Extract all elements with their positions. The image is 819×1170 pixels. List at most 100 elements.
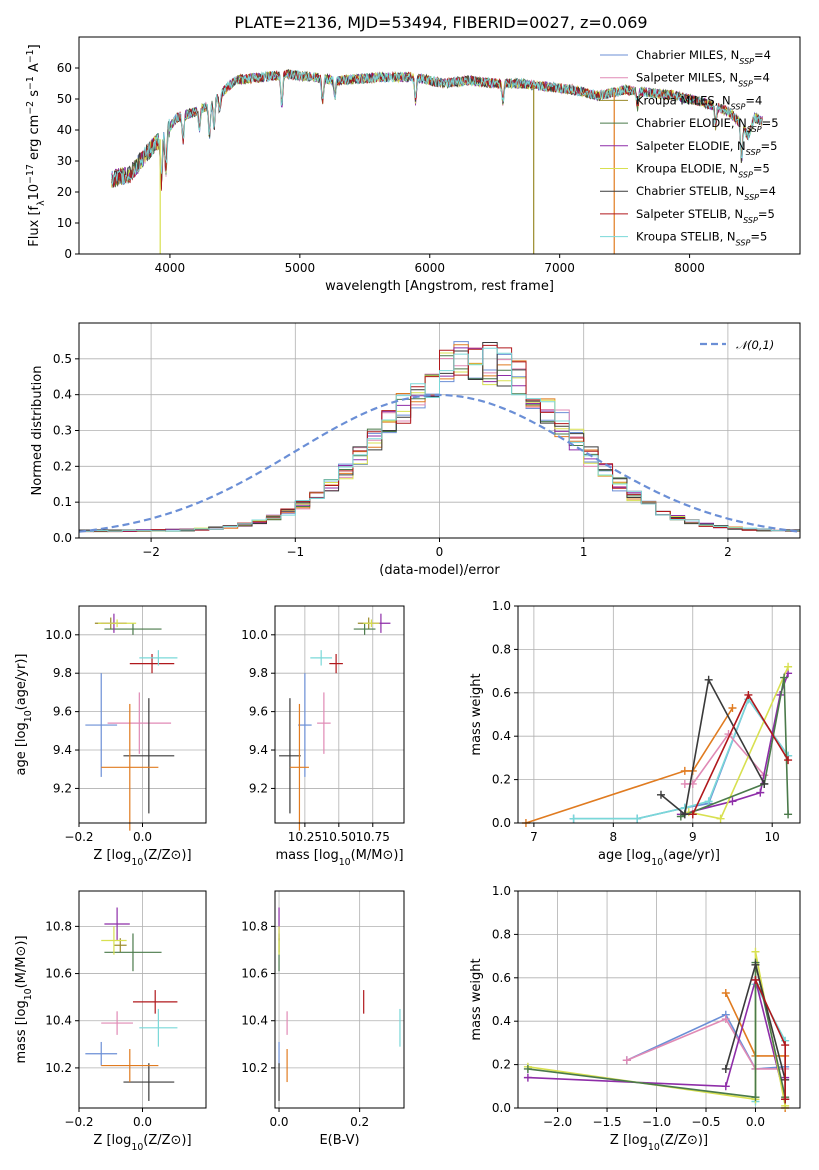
legend-label: Salpeter MILES, NSSP=4 xyxy=(636,71,770,89)
legend-label: 𝒩(0,1) xyxy=(736,338,774,352)
x-tick-label: −0.5 xyxy=(691,1115,720,1129)
weight-marker xyxy=(704,675,713,684)
weight-marker xyxy=(728,703,737,712)
weight-marker xyxy=(756,788,765,797)
x-tick-label: 0.0 xyxy=(133,1115,152,1129)
x-tick-label: 6000 xyxy=(414,261,445,275)
x-tick-label: 0.2 xyxy=(350,1115,369,1129)
x-tick-label: −0.2 xyxy=(64,830,93,844)
x-tick-label: 0.0 xyxy=(746,1115,765,1129)
weight-marker xyxy=(680,766,689,775)
mass_vs_ebv-panel: 0.0 0.2 10.2 10.4 10.6 10.8 E(B-V) xyxy=(241,890,405,1148)
y-tick-label: 10.6 xyxy=(241,967,268,981)
x-tick-label: −0.2 xyxy=(64,1115,93,1129)
weight-marker xyxy=(633,814,642,823)
legend-label: Kroupa STELIB, NSSP=5 xyxy=(636,230,767,248)
x-tick-label: 4000 xyxy=(155,261,186,275)
x-tick-label: 10.75 xyxy=(356,830,390,844)
y-tick-label: 10.6 xyxy=(45,967,72,981)
legend-label: Kroupa MILES, NSSP=4 xyxy=(636,93,762,111)
histogram-series xyxy=(79,347,800,538)
weight_vs_Z-panel: −2.0 −1.5 −1.0 −0.5 0.0 0.0 0.2 0.4 0.6 0.8 1.0 Z [… xyxy=(469,884,801,1153)
weight-marker xyxy=(781,1041,790,1050)
residuals-panel: −2 −1 0 1 2 0.0 0.1 0.2 0.3 0.4 0.5 𝒩(0,1) (data-mod… xyxy=(30,322,801,578)
x-tick-label: 0 xyxy=(436,545,444,559)
y-axis-label: Flux [fλ10−17 erg cm−2 s−1 A−1] xyxy=(25,44,47,246)
x-axis-label: Z [log10(Z/Z⊙)] xyxy=(93,848,191,868)
x-axis-label: Z [log10(Z/Z⊙)] xyxy=(93,1133,191,1153)
y-axis-label: mass weight xyxy=(469,673,484,755)
axes-frame xyxy=(274,890,405,1109)
axes-frame xyxy=(78,322,801,539)
y-tick-label: 0.6 xyxy=(492,686,511,700)
x-tick-label: 10 xyxy=(765,830,780,844)
weight-line xyxy=(525,707,734,824)
x-tick-label: −2 xyxy=(142,545,160,559)
x-axis-label: mass [log10(M/M⊙)] xyxy=(275,848,403,868)
y-tick-label: 10.0 xyxy=(241,628,268,642)
weight-marker xyxy=(523,1073,532,1082)
weight-marker xyxy=(721,988,730,997)
y-tick-label: 9.6 xyxy=(249,705,268,719)
weight-line xyxy=(626,1017,786,1070)
y-tick-label: 0.8 xyxy=(492,642,511,656)
legend-label: Chabrier STELIB, NSSP=4 xyxy=(636,184,776,202)
y-tick-label: 0.4 xyxy=(492,1014,511,1028)
weight-marker xyxy=(704,797,713,806)
y-tick-label: 0.8 xyxy=(492,927,511,941)
y-tick-label: 50 xyxy=(57,92,72,106)
x-tick-label: −2.0 xyxy=(543,1115,572,1129)
spectrum-panel: 4000 5000 6000 7000 8000 0 10 20 30 40 50 60 Chabrie… xyxy=(25,36,801,294)
y-axis-label: mass weight xyxy=(469,958,484,1040)
y-tick-label: 0 xyxy=(64,247,72,261)
y-tick-label: 10 xyxy=(57,216,72,230)
y-tick-label: 20 xyxy=(57,185,72,199)
y-tick-label: 0.0 xyxy=(492,816,511,830)
y-tick-label: 9.2 xyxy=(249,781,268,795)
y-axis-label: Normed distribution xyxy=(30,366,45,496)
y-tick-label: 0.4 xyxy=(53,388,72,402)
x-tick-label: 0.0 xyxy=(133,830,152,844)
weight-marker xyxy=(744,690,753,699)
weight-line xyxy=(626,1013,786,1070)
legend-label: Salpeter ELODIE, NSSP=5 xyxy=(636,139,777,157)
weight-marker xyxy=(721,1064,730,1073)
y-tick-label: 10.8 xyxy=(45,919,72,933)
y-axis-label: age [log10(age/yr)] xyxy=(14,654,34,776)
y-tick-label: 9.4 xyxy=(249,743,268,757)
y-tick-label: 9.6 xyxy=(53,705,72,719)
weight-line xyxy=(692,693,789,815)
x-tick-label: 9 xyxy=(689,830,697,844)
y-tick-label: 9.8 xyxy=(53,666,72,680)
weight-line xyxy=(680,677,789,818)
y-tick-label: 10.4 xyxy=(45,1014,72,1028)
y-tick-label: 9.2 xyxy=(53,781,72,795)
weight-marker xyxy=(721,1082,730,1091)
axes-frame xyxy=(78,605,207,824)
y-tick-label: 1.0 xyxy=(492,884,511,898)
y-tick-label: 0.0 xyxy=(492,1101,511,1115)
weight-marker xyxy=(656,790,665,799)
weight-marker xyxy=(784,662,793,671)
y-tick-label: 1.0 xyxy=(492,599,511,613)
x-tick-label: −1 xyxy=(286,545,304,559)
y-tick-label: 0.3 xyxy=(53,424,72,438)
x-axis-label: Z [log10(Z/Z⊙)] xyxy=(610,1133,708,1153)
x-tick-label: 5000 xyxy=(285,261,316,275)
y-tick-label: 40 xyxy=(57,123,72,137)
axes-frame xyxy=(517,890,801,1109)
x-tick-label: 10.50 xyxy=(322,830,356,844)
y-tick-label: 0.5 xyxy=(53,352,72,366)
weight-marker xyxy=(784,810,793,819)
axes-frame xyxy=(78,36,801,255)
normal-curve xyxy=(78,393,801,533)
y-tick-label: 10.4 xyxy=(241,1014,268,1028)
weight-line xyxy=(660,677,766,816)
weight-marker xyxy=(781,1095,790,1104)
y-tick-label: 0.2 xyxy=(492,1058,511,1072)
x-axis-label: age [log10(age/yr)] xyxy=(598,848,720,868)
legend-label: Chabrier ELODIE, NSSP=5 xyxy=(636,116,779,134)
x-tick-label: 8000 xyxy=(674,261,705,275)
y-tick-label: 0.1 xyxy=(53,495,72,509)
